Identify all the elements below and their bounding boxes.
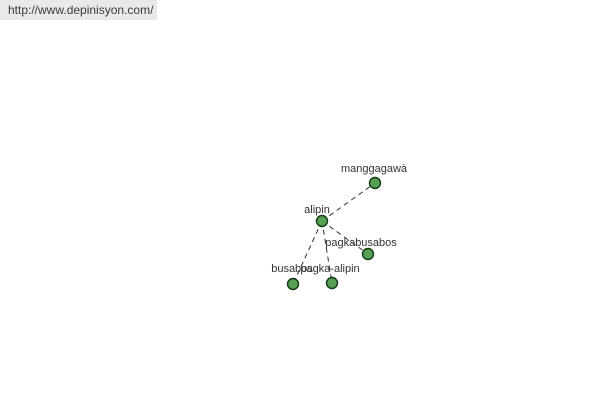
node-alipin[interactable] <box>315 214 329 228</box>
nodes-layer <box>286 176 382 291</box>
labels-layer: manggagawà alipin pagkabusabos busabospagka… <box>271 163 408 275</box>
node-label-alipin[interactable]: alipin <box>304 204 330 216</box>
url-bar[interactable]: http://www.depinisyon.com/ <box>0 0 157 20</box>
node-pagkabusabos[interactable] <box>361 247 375 261</box>
node-pagka-alipin[interactable] <box>325 276 339 290</box>
edges-layer <box>292 182 376 285</box>
node-label-busabos[interactable]: busabos <box>271 263 313 275</box>
edge-alipin-busabos <box>292 220 323 285</box>
edge-alipin-pagkabusabos <box>321 220 369 255</box>
node-label-pagka-alipin[interactable]: pagka-alipin <box>300 263 359 275</box>
url-text: http://www.depinisyon.com/ <box>8 3 154 17</box>
node-label-manggagawa[interactable]: manggagawà <box>341 163 408 175</box>
edge-alipin-manggagawa <box>321 182 376 222</box>
node-label-pagkabusabos[interactable]: pagkabusabos <box>325 237 397 249</box>
node-manggagawa[interactable] <box>368 176 382 190</box>
node-busabos[interactable] <box>286 277 300 291</box>
edge-alipin-pagka-alipin <box>321 220 333 284</box>
